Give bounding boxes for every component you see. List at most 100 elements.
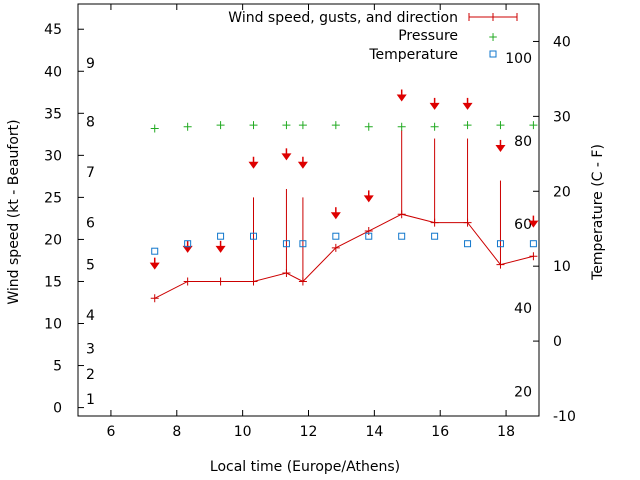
fahrenheit-label: 40 xyxy=(514,301,532,317)
temperature-point xyxy=(464,240,472,248)
beaufort-label: 7 xyxy=(86,165,95,181)
pressure-point xyxy=(496,121,505,130)
y-left-tick-label: 45 xyxy=(44,22,62,38)
fahrenheit-label: 80 xyxy=(514,134,532,150)
beaufort-label: 1 xyxy=(86,392,95,408)
y-left-tick-label: 20 xyxy=(44,232,62,248)
wind-speed-point xyxy=(249,277,258,286)
temperature-point xyxy=(250,232,258,240)
y-right-tick-label: 10 xyxy=(553,259,571,275)
temperature-point xyxy=(282,240,290,248)
wind-speed-point xyxy=(150,294,159,303)
x-axis-label: Local time (Europe/Athens) xyxy=(210,459,400,475)
beaufort-label: 9 xyxy=(86,56,95,72)
pressure-point xyxy=(430,122,439,131)
x-tick-label: 16 xyxy=(431,424,449,440)
wind-speed-point xyxy=(397,210,406,219)
beaufort-label: 5 xyxy=(86,258,95,274)
pressure-point xyxy=(298,121,307,130)
pressure-point xyxy=(397,122,406,131)
wind-direction-arrow-head xyxy=(429,102,440,110)
temperature-point xyxy=(398,232,406,240)
wind-direction-arrow-head xyxy=(281,153,292,161)
y-left-tick-label: 15 xyxy=(44,274,62,290)
x-tick-label: 8 xyxy=(172,424,181,440)
beaufort-label: 8 xyxy=(86,115,95,131)
wind-speed-point xyxy=(331,243,340,252)
y-axis-label-left: Wind speed (kt - Beaufort) xyxy=(6,119,22,304)
temperature-point xyxy=(217,232,225,240)
y-left-tick-label: 0 xyxy=(53,401,62,417)
legend-pressure-marker: + xyxy=(488,30,498,44)
y-right-tick-label: 30 xyxy=(553,109,571,125)
temperature-point xyxy=(431,232,439,240)
fahrenheit-label: 100 xyxy=(505,51,532,67)
wind-speed-point xyxy=(282,269,291,278)
pressure-point xyxy=(216,121,225,130)
fahrenheit-label: 20 xyxy=(514,384,532,400)
wind-direction-arrow-head xyxy=(495,144,506,152)
beaufort-label: 6 xyxy=(86,216,95,232)
x-tick-label: 18 xyxy=(497,424,515,440)
pressure-point xyxy=(463,121,472,130)
wind-speed-point xyxy=(529,252,538,261)
legend-label-pressure: Pressure xyxy=(398,28,458,44)
temperature-point xyxy=(496,240,504,248)
legend-temperature-marker xyxy=(489,50,497,58)
pressure-point xyxy=(282,121,291,130)
y-right-tick-label: 40 xyxy=(553,34,571,50)
plot-area xyxy=(149,89,539,303)
wind-direction-arrow-head xyxy=(330,212,341,220)
temperature-point xyxy=(332,232,340,240)
wind-direction-arrow-head xyxy=(297,161,308,169)
temperature-point xyxy=(184,240,192,248)
pressure-point xyxy=(249,121,258,130)
y-left-tick-label: 30 xyxy=(44,148,62,164)
pressure-point xyxy=(331,121,340,130)
x-tick-label: 10 xyxy=(234,424,252,440)
inner-scale-labels: 1 2 3 4 5 6 7 8 9 20 40 60 80 100 xyxy=(86,51,532,408)
pressure-point xyxy=(529,121,538,130)
pressure-point xyxy=(364,122,373,131)
wind-direction-arrow-head xyxy=(215,245,226,253)
y-left-tick-label: 40 xyxy=(44,64,62,80)
y-left-tick-label: 5 xyxy=(53,359,62,375)
y-right-tick-label: -10 xyxy=(553,409,576,425)
x-tick-label: 12 xyxy=(300,424,318,440)
y-right-tick-label: 0 xyxy=(553,334,562,350)
temperature-point xyxy=(365,232,373,240)
y-right-tick-label: 20 xyxy=(553,184,571,200)
fahrenheit-label: 60 xyxy=(514,217,532,233)
legend: Wind speed, gusts, and direction Pressur… xyxy=(228,10,518,63)
wind-speed-point xyxy=(463,218,472,227)
x-tick-label: 6 xyxy=(106,424,115,440)
wind-direction-arrow-head xyxy=(528,220,539,228)
wind-speed-point xyxy=(183,277,192,286)
wind-speed-point xyxy=(496,260,505,269)
wind-speed-line xyxy=(154,213,534,299)
wind-speed-point xyxy=(298,277,307,286)
wind-speed-point xyxy=(216,277,225,286)
wind-direction-arrow-head xyxy=(248,161,259,169)
y-left-tick-label: 25 xyxy=(44,190,62,206)
y-left-tick-label: 35 xyxy=(44,106,62,122)
wind-direction-arrow-head xyxy=(462,102,473,110)
wind-direction-arrow-head xyxy=(149,262,160,270)
wind-direction-arrow-head xyxy=(396,94,407,102)
plot-frame xyxy=(77,3,540,417)
legend-label-wind: Wind speed, gusts, and direction xyxy=(228,10,458,26)
axes: 6 8 10 12 14 16 18051015202530354045-100102030… xyxy=(44,3,576,440)
x-tick-label: 14 xyxy=(365,424,383,440)
wind-direction-arrow-head xyxy=(182,245,193,253)
beaufort-label: 3 xyxy=(86,342,95,358)
beaufort-label: 2 xyxy=(86,367,95,383)
temperature-point xyxy=(151,247,159,255)
pressure-point xyxy=(150,124,159,133)
temperature-point xyxy=(299,240,307,248)
y-axis-label-right: Temperature (C - F) xyxy=(590,144,606,281)
wind-speed-point xyxy=(430,218,439,227)
legend-label-temperature: Temperature xyxy=(368,47,458,63)
temperature-point xyxy=(529,240,537,248)
pressure-point xyxy=(183,122,192,131)
